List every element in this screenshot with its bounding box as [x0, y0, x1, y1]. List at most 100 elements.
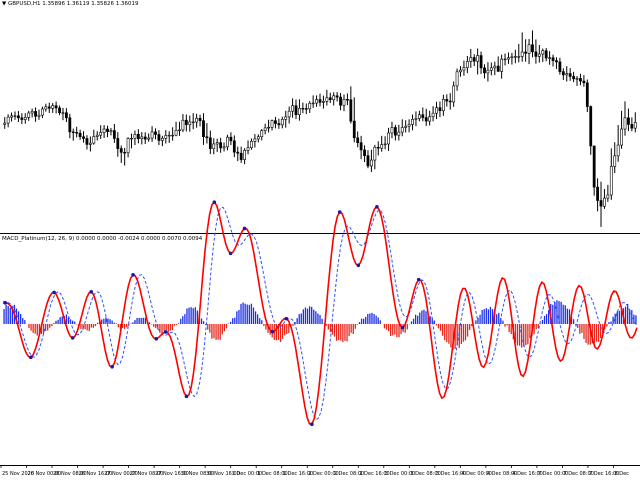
candle	[476, 48, 480, 75]
candle	[260, 129, 264, 141]
candle	[534, 39, 538, 64]
candle	[188, 115, 192, 132]
candle	[568, 68, 572, 81]
candle	[387, 127, 390, 152]
candle-body	[483, 67, 486, 74]
candle-body	[61, 112, 65, 114]
candle-body	[27, 112, 31, 118]
candle	[339, 92, 342, 111]
pivot-dot	[310, 422, 314, 426]
candle	[133, 130, 137, 146]
candle-body	[23, 117, 27, 120]
candle-body	[568, 73, 572, 77]
candle-body	[68, 117, 72, 133]
candle-body	[503, 58, 507, 61]
pivot-dot	[375, 205, 379, 209]
time-tick-label: 4 Dec 16:00	[512, 471, 542, 477]
candle	[68, 113, 72, 139]
candle	[263, 123, 267, 135]
candle	[414, 111, 418, 127]
candle-body	[239, 152, 243, 160]
candle-body	[517, 56, 521, 58]
candle	[126, 137, 130, 158]
candle	[47, 102, 51, 113]
candle	[383, 136, 387, 150]
candle-body	[404, 125, 408, 128]
time-tick-label: 1 Dec 00:00	[232, 471, 262, 477]
candle	[441, 94, 445, 116]
pivot-dot	[337, 210, 342, 214]
candle-body	[164, 135, 168, 139]
macd-line	[2, 200, 638, 426]
candle	[140, 132, 144, 145]
pivot-dot	[184, 394, 189, 399]
candle	[393, 124, 397, 141]
candle	[596, 178, 599, 212]
pivot-dot	[70, 336, 75, 340]
candle-body	[486, 69, 490, 74]
candle-body	[10, 115, 13, 118]
candle	[202, 113, 205, 145]
candle	[198, 114, 202, 127]
candle-body	[496, 65, 500, 72]
candle	[219, 137, 223, 153]
candle-body	[376, 146, 380, 149]
candle	[445, 94, 449, 107]
candle-body	[575, 78, 579, 80]
candle	[390, 121, 394, 139]
candle	[609, 148, 613, 200]
time-tick-label: 4 Dec 08:00	[487, 471, 517, 477]
candle	[232, 135, 236, 158]
time-tick-label: 27 Nov 08:00	[130, 471, 164, 477]
candle-body	[609, 166, 613, 196]
candle-body	[462, 67, 466, 71]
candle	[431, 106, 435, 122]
time-tick-label: 1 Dec 08:00	[257, 471, 287, 477]
candle	[250, 138, 253, 150]
candle-body	[102, 128, 106, 133]
candle-body	[356, 137, 360, 143]
candle	[136, 129, 140, 144]
candle-body	[548, 57, 552, 59]
candle-body	[352, 120, 356, 139]
candle-body	[34, 111, 37, 117]
pivot-dot	[3, 301, 8, 305]
candle-body	[424, 117, 428, 122]
candle	[524, 39, 528, 62]
candle-body	[322, 101, 325, 103]
time-tick-label: 27 Nov 00:00	[104, 471, 138, 477]
candle-body	[493, 65, 497, 69]
candle	[41, 106, 44, 119]
candle	[147, 133, 151, 142]
candle-body	[191, 121, 195, 124]
candle	[579, 73, 582, 86]
candle-body	[75, 132, 79, 134]
candle	[627, 108, 630, 131]
candle-body	[387, 132, 390, 145]
candle	[246, 140, 250, 155]
candle-body	[308, 102, 312, 110]
candle	[157, 130, 161, 146]
candle-body	[596, 186, 599, 201]
candle-body	[589, 106, 593, 147]
candle	[65, 108, 68, 122]
candle	[349, 86, 353, 124]
candle	[616, 125, 620, 162]
candle	[370, 149, 373, 172]
candle-body	[58, 107, 61, 114]
candle-body	[78, 132, 82, 138]
time-tick-label: 26 Nov 08:00	[53, 471, 87, 477]
candle	[75, 126, 79, 138]
time-tick-label: 27 Nov 16:00	[155, 471, 189, 477]
candle-body	[534, 51, 538, 57]
candle	[356, 131, 360, 148]
candle-body	[215, 142, 219, 145]
candle-body	[472, 57, 476, 62]
candle	[160, 135, 164, 147]
candle	[548, 51, 552, 65]
candle	[462, 60, 466, 76]
candle	[448, 93, 452, 110]
candle	[380, 135, 384, 152]
candle	[34, 107, 37, 122]
